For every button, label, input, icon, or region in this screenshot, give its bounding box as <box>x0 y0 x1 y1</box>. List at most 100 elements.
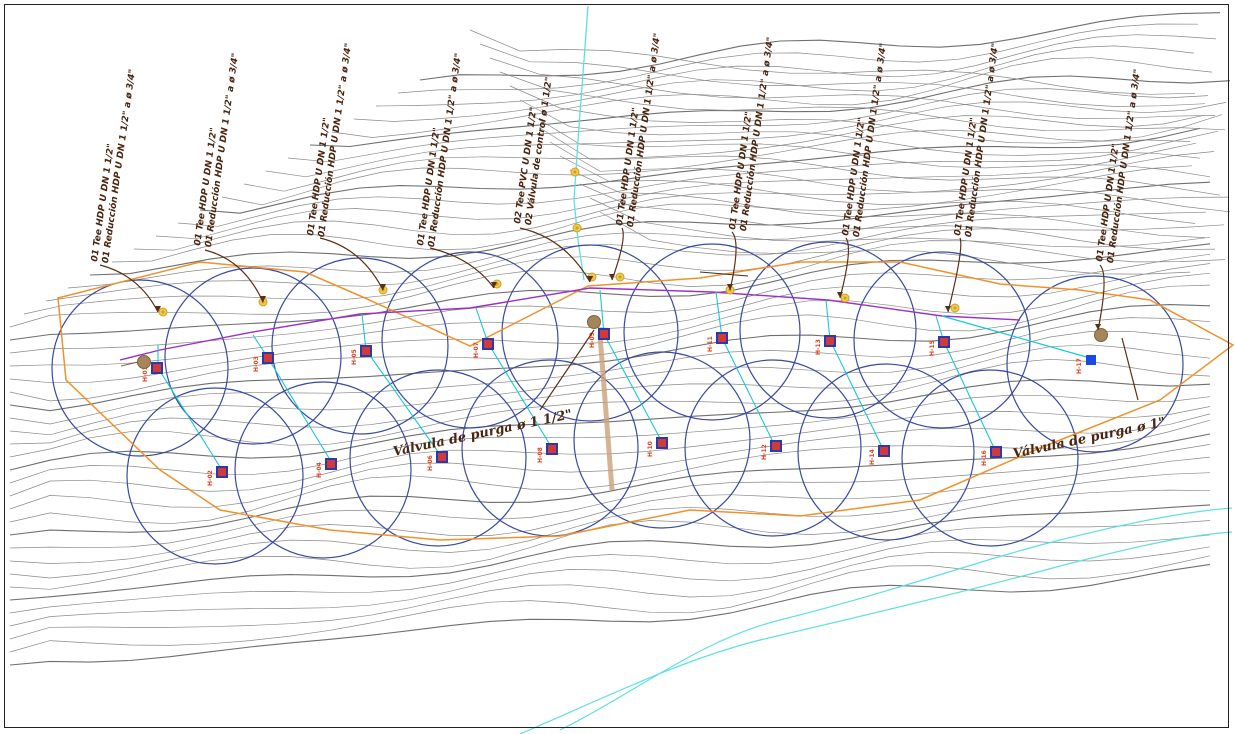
annotation-label: 01 Tee HDP U DN 1 1/2"01 Reducción HDP U… <box>416 52 464 248</box>
fitting-center-icon <box>161 310 165 314</box>
contour-line <box>45 211 1207 302</box>
hydrant-marker: H-05 <box>351 345 372 365</box>
hydrant-icon <box>436 451 448 463</box>
fitting-marker <box>840 293 850 303</box>
purge-valve-label-right: Válvula de purga ø 1" <box>1012 415 1167 462</box>
coverage-circle <box>51 279 229 457</box>
coverage-circle <box>271 257 449 435</box>
annotation-label: 01 Tee HDP U DN 1 1/2"01 Reducción HDP U… <box>1095 68 1143 264</box>
hydrant-label: H-08 <box>537 447 544 463</box>
hydrant-marker: H-08 <box>537 443 558 463</box>
lateral-pipe <box>361 313 442 457</box>
hydrant-icon <box>878 445 890 457</box>
contour-line <box>9 534 1211 627</box>
contour-line <box>265 101 1227 178</box>
coverage-circle <box>234 381 412 559</box>
contour-line <box>9 546 1211 640</box>
hydrant-label: H-16 <box>981 450 988 466</box>
access-path <box>597 334 615 491</box>
fitting-marker <box>950 303 960 313</box>
contour-line <box>549 141 1231 213</box>
coverage-circle <box>349 369 527 547</box>
coverage-circle <box>684 359 862 537</box>
contour-line <box>155 142 1197 240</box>
contour-line <box>579 183 1216 251</box>
hydrant-marker: H-03 <box>253 352 274 372</box>
hydrant-label: H-06 <box>427 455 434 471</box>
hydrant-icon <box>262 352 274 364</box>
coverage-circle <box>797 363 975 541</box>
coverage-circle <box>901 369 1079 547</box>
callout-leader <box>611 227 624 281</box>
fitting-center-icon <box>575 226 579 230</box>
valve-node-icon <box>1094 328 1108 342</box>
annotation-label: 01 Tee HDP U DN 1 1/2"01 Reducción HDP U… <box>90 68 138 264</box>
hydrant-icon <box>216 466 228 478</box>
fitting-marker <box>615 272 625 282</box>
contour-line <box>89 181 1211 276</box>
contour-line <box>9 378 1211 471</box>
contour-line <box>133 151 1215 251</box>
contour-line <box>199 127 1201 214</box>
contour-line <box>67 196 1229 289</box>
callout-arrowhead <box>1095 324 1101 330</box>
hydrant-marker: H-12 <box>761 440 782 460</box>
hydrant-icon <box>990 446 1002 458</box>
main-pipe <box>119 287 1021 361</box>
contour-line <box>9 563 1211 666</box>
hydrant-label: H-17 <box>1076 358 1083 374</box>
contour-line <box>9 330 1211 436</box>
hydrant-label: H-14 <box>869 449 876 465</box>
contour-line <box>9 272 1211 384</box>
hydrant-icon <box>716 332 728 344</box>
hydrant-icon <box>325 458 337 470</box>
fitting-center-icon <box>618 275 622 279</box>
hydrant-marker: H-16 <box>981 446 1002 466</box>
hydrant-icon <box>598 328 610 340</box>
contour-line <box>559 155 1196 224</box>
hydrant-label: H-04 <box>316 462 323 478</box>
coverage-circle <box>126 387 304 565</box>
annotation-label: 01 Tee HDP U DN 1 1/2"01 Reducción HDP U… <box>306 42 354 238</box>
hydrant-marker: H-10 <box>647 437 668 457</box>
contour-line <box>589 197 1226 263</box>
hydrant-marker: H-13 <box>815 335 836 355</box>
hydrant-icon <box>656 437 668 449</box>
hydrant-label: H-03 <box>253 356 260 372</box>
callout-arrowhead <box>260 296 266 302</box>
reference-line <box>699 271 749 277</box>
lateral-pipe <box>941 315 1091 359</box>
callout-leader <box>429 247 495 289</box>
contour-line <box>9 284 1211 402</box>
valve-callout-leader <box>539 329 595 411</box>
callout-arrowhead <box>587 276 593 282</box>
valve-node-icon <box>587 315 601 329</box>
hydrant-label: H-13 <box>815 339 822 355</box>
hydrant-marker: H-09 <box>589 328 610 348</box>
contour-line <box>9 456 1211 564</box>
contour-line <box>243 114 1205 192</box>
hydrant-marker: H-02 <box>207 466 228 486</box>
hydrant-marker: H-11 <box>707 332 728 352</box>
hydrant-icon <box>770 440 782 452</box>
callout-leader <box>99 264 159 313</box>
annotation-callouts <box>99 227 1139 411</box>
hydrant-icon <box>360 345 372 357</box>
contour-line <box>9 489 1211 590</box>
callout-arrowhead <box>945 306 951 312</box>
hydrant-marker: H-07 <box>473 338 494 358</box>
river-bank-lower <box>519 531 1233 734</box>
contour-line <box>479 43 1206 107</box>
coverage-circle <box>853 251 1031 429</box>
hydrant-label: H-10 <box>647 441 654 457</box>
fitting-marker <box>572 223 582 233</box>
hydrant-icon <box>824 335 836 347</box>
contour-line <box>9 504 1211 601</box>
contour-line <box>599 211 1191 275</box>
hydrant-label: H-12 <box>761 444 768 460</box>
contour-line <box>9 555 1211 653</box>
hydrant-label: H-01 <box>142 366 149 382</box>
field-boundary <box>57 261 1235 541</box>
callout-arrowhead <box>727 284 733 290</box>
